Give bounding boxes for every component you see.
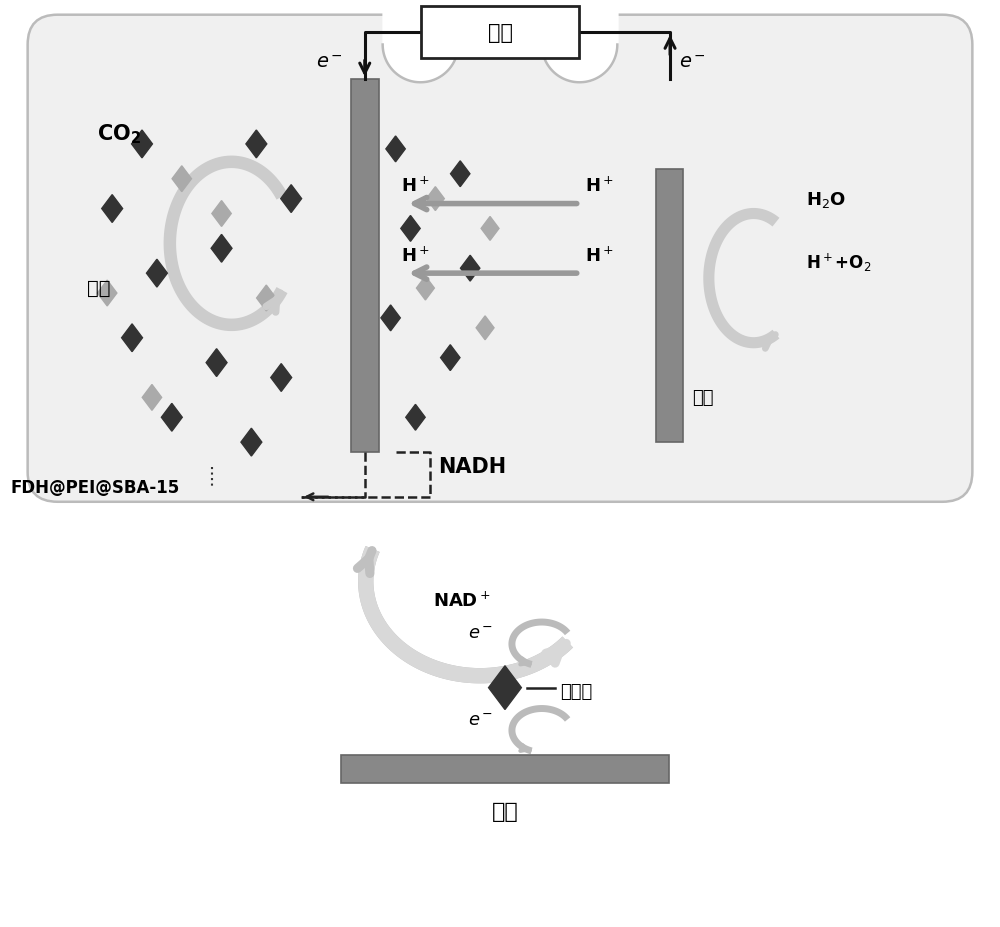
Text: H$^+$: H$^+$ [401, 176, 429, 196]
Text: 甲酸: 甲酸 [87, 279, 111, 298]
Polygon shape [476, 316, 494, 340]
Polygon shape [416, 277, 434, 300]
Polygon shape [271, 364, 292, 392]
Text: NADH: NADH [438, 456, 506, 476]
Bar [341, 756, 669, 783]
Polygon shape [451, 161, 470, 187]
Polygon shape [122, 324, 142, 352]
Polygon shape [426, 187, 444, 211]
Polygon shape [481, 217, 499, 241]
Polygon shape [102, 196, 123, 223]
Polygon shape [441, 346, 460, 371]
FancyBboxPatch shape [421, 6, 579, 59]
Text: e$^-$: e$^-$ [468, 624, 493, 642]
FancyBboxPatch shape [28, 16, 972, 502]
Text: e$^-$: e$^-$ [679, 54, 706, 72]
Text: NAD$^+$: NAD$^+$ [433, 591, 491, 611]
Text: H$^+$: H$^+$ [401, 246, 429, 265]
Polygon shape [460, 256, 480, 282]
Polygon shape [142, 385, 162, 411]
Polygon shape [211, 235, 232, 263]
Bar [351, 81, 379, 452]
Polygon shape [161, 404, 182, 432]
Polygon shape [489, 667, 521, 710]
Polygon shape [132, 131, 152, 159]
Text: e$^-$: e$^-$ [468, 711, 493, 729]
Text: $\mathbf{CO_2}$: $\mathbf{CO_2}$ [97, 121, 141, 146]
Polygon shape [257, 286, 276, 311]
Polygon shape [212, 201, 231, 227]
Polygon shape [401, 216, 420, 242]
Polygon shape [281, 185, 302, 213]
Polygon shape [406, 405, 425, 431]
Polygon shape [146, 260, 167, 287]
Bar [656, 170, 683, 443]
Polygon shape [381, 306, 400, 332]
Polygon shape [172, 167, 191, 193]
Text: H$_2$O: H$_2$O [806, 189, 846, 210]
Text: 阴极: 阴极 [492, 801, 518, 821]
Polygon shape [206, 349, 227, 377]
Text: H$^+$: H$^+$ [585, 176, 613, 196]
Text: 中性红: 中性红 [560, 682, 592, 700]
Text: FDH@PEI@SBA-15: FDH@PEI@SBA-15 [11, 478, 180, 496]
Polygon shape [241, 429, 262, 457]
Polygon shape [246, 131, 267, 159]
Text: H$^+$: H$^+$ [585, 246, 613, 265]
Polygon shape [386, 137, 405, 162]
Polygon shape [97, 281, 117, 307]
Text: 电源: 电源 [488, 23, 512, 43]
Text: 阳极: 阳极 [692, 389, 713, 407]
Text: e$^-$: e$^-$ [316, 54, 343, 72]
Text: H$^+$+O$_2$: H$^+$+O$_2$ [806, 252, 872, 274]
